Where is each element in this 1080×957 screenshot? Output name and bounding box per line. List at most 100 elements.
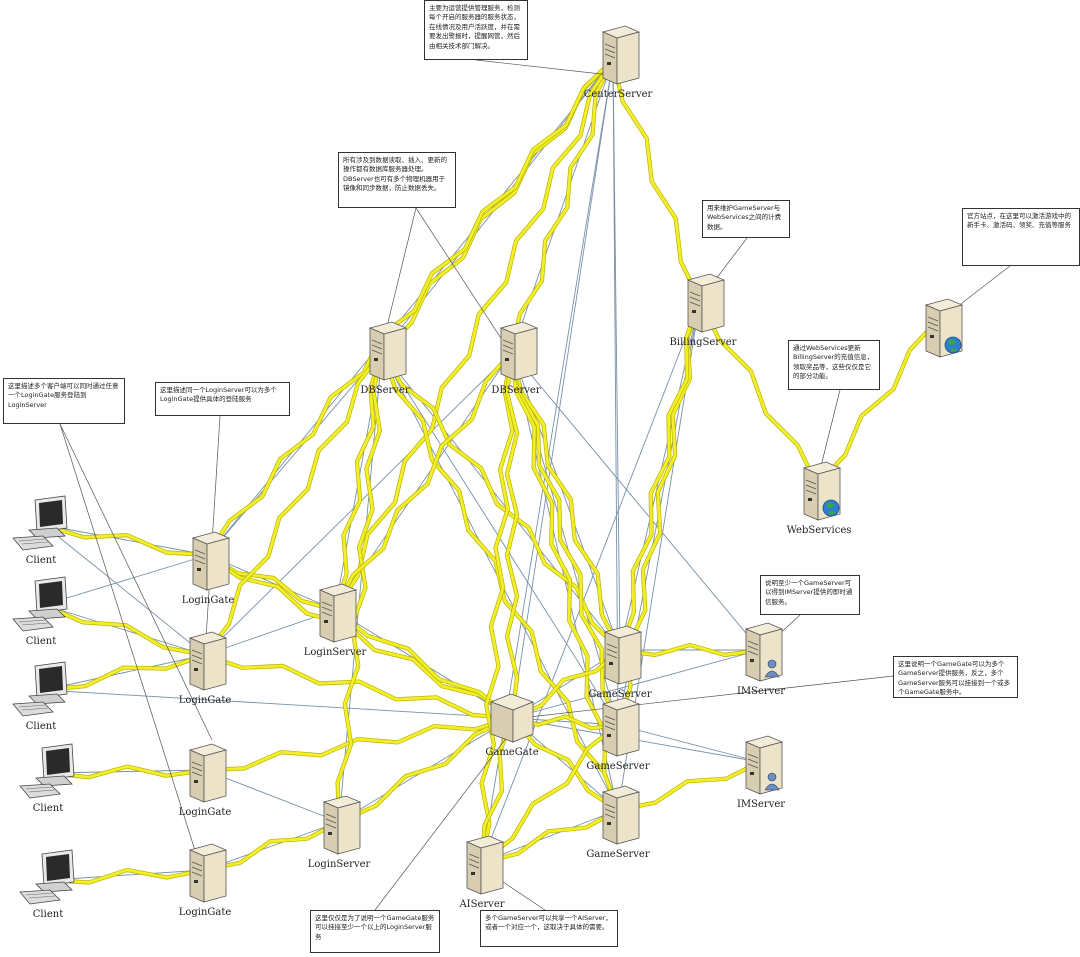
note-center-server: 主要为运营提供管理服务，检测每个开启的服务器的服务状态，在线情况及用户活跃度，并… bbox=[424, 0, 528, 60]
server-tower-icon bbox=[160, 840, 250, 906]
data-link-line bbox=[43, 689, 513, 719]
data-link-line bbox=[204, 821, 340, 871]
im-server-1-node[interactable]: IMServer bbox=[716, 619, 806, 697]
server-globe-icon bbox=[896, 295, 986, 361]
desktop-computer-icon bbox=[0, 494, 86, 554]
server-user-icon bbox=[716, 619, 806, 685]
billing-server-node[interactable]: BillingServer bbox=[658, 270, 748, 348]
lightning-link bbox=[510, 351, 620, 726]
lightning-link bbox=[43, 603, 206, 657]
callout-pointer bbox=[59, 423, 213, 741]
gamegate-box-icon bbox=[467, 690, 557, 746]
note-client: 这里描述多个客户端可以同时通过任意一个LoginGate服务登陆到LoginSe… bbox=[3, 378, 125, 424]
web-services-label: WebServices bbox=[786, 525, 852, 536]
lightning-link bbox=[338, 716, 513, 824]
server-tower-icon bbox=[471, 318, 561, 384]
desktop-computer-icon bbox=[3, 742, 93, 802]
client-5-label: Client bbox=[32, 909, 64, 920]
note-website: 官方站点，在这里可以激活游戏中的新手卡、激活码、领奖、充值等服务 bbox=[962, 208, 1080, 266]
login-gate-4-node[interactable]: LoginGate bbox=[160, 840, 250, 918]
lightning-link bbox=[611, 59, 702, 301]
callout-pointer bbox=[519, 675, 894, 719]
login-gate-3-label: LoginGate bbox=[178, 807, 232, 818]
server-tower-icon bbox=[437, 832, 527, 898]
web-services-node[interactable]: WebServices bbox=[774, 458, 864, 536]
lightning-link bbox=[204, 716, 513, 772]
login-gate-1-node[interactable]: LoginGate bbox=[163, 528, 253, 606]
lightning-link bbox=[619, 643, 761, 657]
server-tower-icon bbox=[658, 270, 748, 336]
data-link-line bbox=[43, 524, 206, 656]
lightning-link bbox=[336, 351, 384, 823]
data-link-line bbox=[481, 809, 619, 863]
note-login-server: 这里仅仅是为了说明一个GameGate服务可以挂接至少一个以上的LoginSer… bbox=[310, 910, 440, 953]
data-link-line bbox=[43, 554, 209, 606]
server-tower-icon bbox=[290, 580, 380, 646]
game-server-2-label: GameServer bbox=[586, 761, 650, 772]
login-gate-4-label: LoginGate bbox=[178, 907, 232, 918]
client-4-node[interactable]: Client bbox=[3, 742, 93, 814]
game-server-3-label: GameServer bbox=[586, 849, 650, 860]
lightning-link bbox=[207, 553, 513, 720]
lightning-link bbox=[204, 820, 340, 872]
db-server-1-node[interactable]: DBServer bbox=[340, 318, 430, 396]
server-tower-icon bbox=[160, 628, 250, 694]
data-link-line bbox=[511, 59, 614, 719]
game-server-2-node[interactable]: GameServer bbox=[573, 694, 663, 772]
lightning-link bbox=[206, 58, 614, 556]
data-link-line bbox=[511, 59, 614, 353]
server-tower-icon bbox=[160, 740, 250, 806]
im-server-2-node[interactable]: IMServer bbox=[716, 732, 806, 810]
server-tower-icon bbox=[294, 792, 384, 858]
lightning-link bbox=[510, 59, 615, 353]
im-server-2-label: IMServer bbox=[736, 799, 786, 810]
data-link-line bbox=[511, 649, 761, 719]
lightning-link bbox=[203, 351, 384, 656]
lightning-link bbox=[334, 608, 513, 720]
desktop-computer-icon bbox=[0, 575, 86, 635]
callout-pointer bbox=[415, 207, 511, 353]
lightning-link bbox=[481, 723, 619, 864]
lightning-link bbox=[480, 351, 514, 863]
data-link-line bbox=[481, 299, 701, 863]
server-user-icon bbox=[716, 732, 806, 798]
client-3-label: Client bbox=[25, 721, 57, 732]
login-server-1-node[interactable]: LoginServer bbox=[290, 580, 380, 658]
callout-pointer bbox=[475, 59, 611, 76]
im-server-1-label: IMServer bbox=[736, 686, 786, 697]
login-gate-1-label: LoginGate bbox=[181, 595, 235, 606]
game-server-1-label: GameServer bbox=[588, 689, 652, 700]
lightning-link bbox=[618, 299, 702, 651]
lightning-link bbox=[49, 868, 206, 884]
lightning-link bbox=[333, 351, 514, 611]
server-tower-icon bbox=[573, 782, 663, 848]
ai-server-node[interactable]: AIServer bbox=[437, 832, 527, 910]
client-3-node[interactable]: Client bbox=[0, 660, 86, 732]
server-globe-icon bbox=[774, 458, 864, 524]
lightning-link bbox=[481, 808, 619, 864]
client-5-node[interactable]: Client bbox=[3, 848, 93, 920]
note-ai-server: 多个GameServer可以共享一个AIServer，或者一个对应一个，这取决于… bbox=[480, 910, 618, 947]
client-2-node[interactable]: Client bbox=[0, 575, 86, 647]
desktop-computer-icon bbox=[0, 660, 86, 720]
game-server-3-node[interactable]: GameServer bbox=[573, 782, 663, 860]
website-server-node[interactable] bbox=[896, 295, 986, 361]
login-gate-3-node[interactable]: LoginGate bbox=[160, 740, 250, 818]
note-db-server: 所有涉及到数据读取、插入、更新的操作都有数据库服务器处理。DBServer也可有… bbox=[338, 152, 456, 208]
login-server-2-label: LoginServer bbox=[307, 859, 371, 870]
client-1-node[interactable]: Client bbox=[0, 494, 86, 566]
server-tower-icon bbox=[573, 694, 663, 760]
login-gate-2-node[interactable]: LoginGate bbox=[160, 628, 250, 706]
desktop-computer-icon bbox=[3, 848, 93, 908]
lightning-link bbox=[510, 351, 622, 651]
server-tower-icon bbox=[573, 22, 663, 88]
game-gate-node[interactable]: GameGate bbox=[467, 690, 557, 758]
db-server-2-node[interactable]: DBServer bbox=[471, 318, 561, 396]
login-server-2-node[interactable]: LoginServer bbox=[294, 792, 384, 870]
lightning-link bbox=[43, 653, 206, 692]
note-web-services: 通过WebServices更新BillingServer的充值信息，领取奖品等，… bbox=[788, 340, 880, 390]
callout-pointer bbox=[819, 389, 841, 471]
game-server-1-node[interactable]: GameServer bbox=[575, 622, 665, 700]
center-server-node[interactable]: CenterServer bbox=[573, 22, 663, 100]
